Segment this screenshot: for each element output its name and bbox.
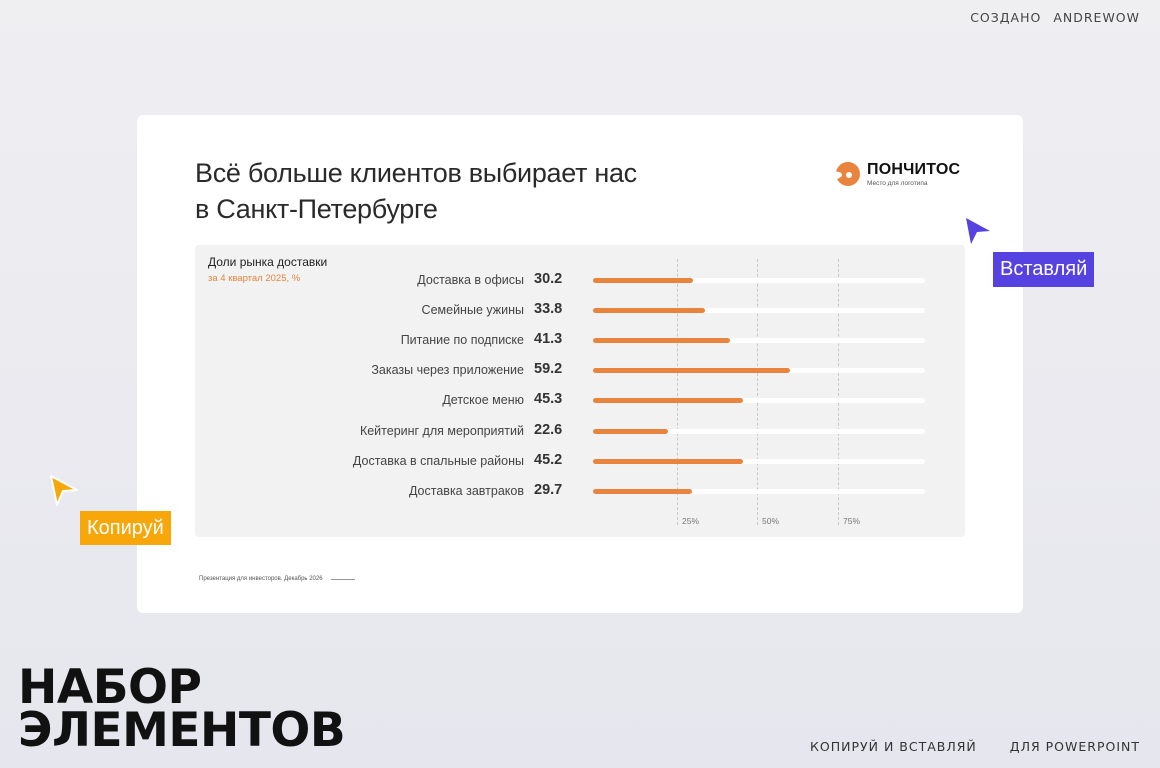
bar bbox=[593, 308, 706, 314]
value-label: 30.2 bbox=[534, 271, 563, 287]
logo: ПОНЧИТОС Место для логотипа bbox=[835, 161, 960, 187]
chart-row: Доставка завтраков 29.7 bbox=[195, 481, 965, 503]
bar bbox=[593, 278, 694, 283]
tagline: КОПИРУЙ И ВСТАВЛЯЙ ДЛЯ POWERPOINT bbox=[810, 739, 1140, 754]
purple-cursor-icon bbox=[966, 218, 990, 244]
credit-prefix: СОЗДАНО bbox=[970, 10, 1042, 25]
value-label: 45.3 bbox=[534, 391, 563, 408]
gridline-50 bbox=[757, 259, 758, 525]
paste-label: Вставляй bbox=[993, 252, 1095, 287]
footer-text: Презентация для инвесторов. Декабрь 2026 bbox=[199, 576, 323, 582]
value-label: 41.3 bbox=[534, 331, 563, 348]
bar-track bbox=[593, 368, 925, 374]
bar bbox=[593, 338, 731, 344]
category-label: Доставка в офисы bbox=[417, 273, 524, 287]
tick-label: 75% bbox=[843, 516, 861, 526]
tick-label: 50% bbox=[762, 516, 780, 526]
bar-track bbox=[593, 338, 925, 344]
bar bbox=[593, 368, 790, 374]
chart-row: Детское меню 45.3 bbox=[195, 390, 965, 412]
chart-row: Доставка в офисы 30.2 bbox=[195, 270, 965, 292]
credit-author: ANDREWOW bbox=[1053, 10, 1140, 25]
bar-track bbox=[593, 278, 925, 283]
chart-row: Семейные ужины 33.8 bbox=[195, 300, 965, 322]
value-label: 59.2 bbox=[534, 361, 563, 378]
category-label: Питание по подписке bbox=[400, 333, 524, 348]
category-label: Детское меню bbox=[442, 393, 524, 408]
bar bbox=[593, 488, 692, 494]
category-label: Заказы через приложение bbox=[371, 363, 524, 378]
value-label: 22.6 bbox=[534, 421, 563, 438]
value-label: 29.7 bbox=[534, 481, 563, 498]
slide-title: Всё больше клиентов выбирает нас в Санкт… bbox=[195, 158, 637, 224]
bar-chart: Доли рынка доставки за 4 квартал 2025, %… bbox=[195, 245, 965, 537]
category-label: Доставка в спальные районы bbox=[352, 453, 524, 468]
logo-name: ПОНЧИТОС bbox=[867, 161, 961, 178]
title-line-2: ЭЛЕМЕНТОВ bbox=[18, 703, 346, 758]
tagline-copy-paste: КОПИРУЙ И ВСТАВЛЯЙ bbox=[810, 739, 977, 754]
footer-divider bbox=[330, 578, 355, 580]
chart-subtitle: за 4 квартал 2025, % bbox=[208, 273, 301, 284]
category-label: Семейные ужины bbox=[421, 303, 524, 318]
bar bbox=[593, 398, 744, 404]
category-label: Доставка завтраков bbox=[408, 483, 524, 498]
bar bbox=[593, 428, 669, 434]
tick-label: 25% bbox=[682, 516, 700, 526]
chart-row: Питание по подписке 41.3 bbox=[195, 330, 965, 352]
collection-title: НАБОР ЭЛЕМЕНТОВ bbox=[18, 660, 346, 758]
bar-track bbox=[593, 308, 925, 314]
gridline-25 bbox=[677, 259, 678, 525]
bar-track bbox=[593, 398, 925, 404]
slide-footer: Презентация для инвесторов. Декабрь 2026 bbox=[199, 576, 355, 582]
bar-track bbox=[593, 428, 925, 434]
chart-row: Кейтеринг для мероприятий 22.6 bbox=[195, 421, 965, 443]
credit: СОЗДАНО ANDREWOW bbox=[970, 10, 1140, 25]
value-label: 33.8 bbox=[534, 301, 563, 318]
yellow-cursor-icon bbox=[50, 475, 78, 506]
copy-label: Копируй bbox=[80, 511, 171, 545]
slide-card: Всё больше клиентов выбирает нас в Санкт… bbox=[137, 115, 1023, 613]
logo-subtitle: Место для логотипа bbox=[867, 180, 928, 187]
chart-row: Заказы через приложение 59.2 bbox=[195, 360, 965, 382]
tagline-powerpoint: ДЛЯ POWERPOINT bbox=[1009, 739, 1140, 754]
chart-row: Доставка в спальные районы 45.2 bbox=[195, 451, 965, 473]
bar bbox=[593, 458, 744, 464]
category-label: Кейтеринг для мероприятий bbox=[359, 423, 524, 438]
donut-logo-icon bbox=[836, 161, 860, 186]
bar-track bbox=[593, 458, 925, 464]
chart-title: Доли рынка доставки bbox=[208, 255, 328, 269]
value-label: 45.2 bbox=[534, 451, 563, 468]
bar-track bbox=[593, 488, 925, 494]
gridline-75 bbox=[838, 259, 839, 525]
title-line-1: НАБОР bbox=[18, 660, 202, 715]
